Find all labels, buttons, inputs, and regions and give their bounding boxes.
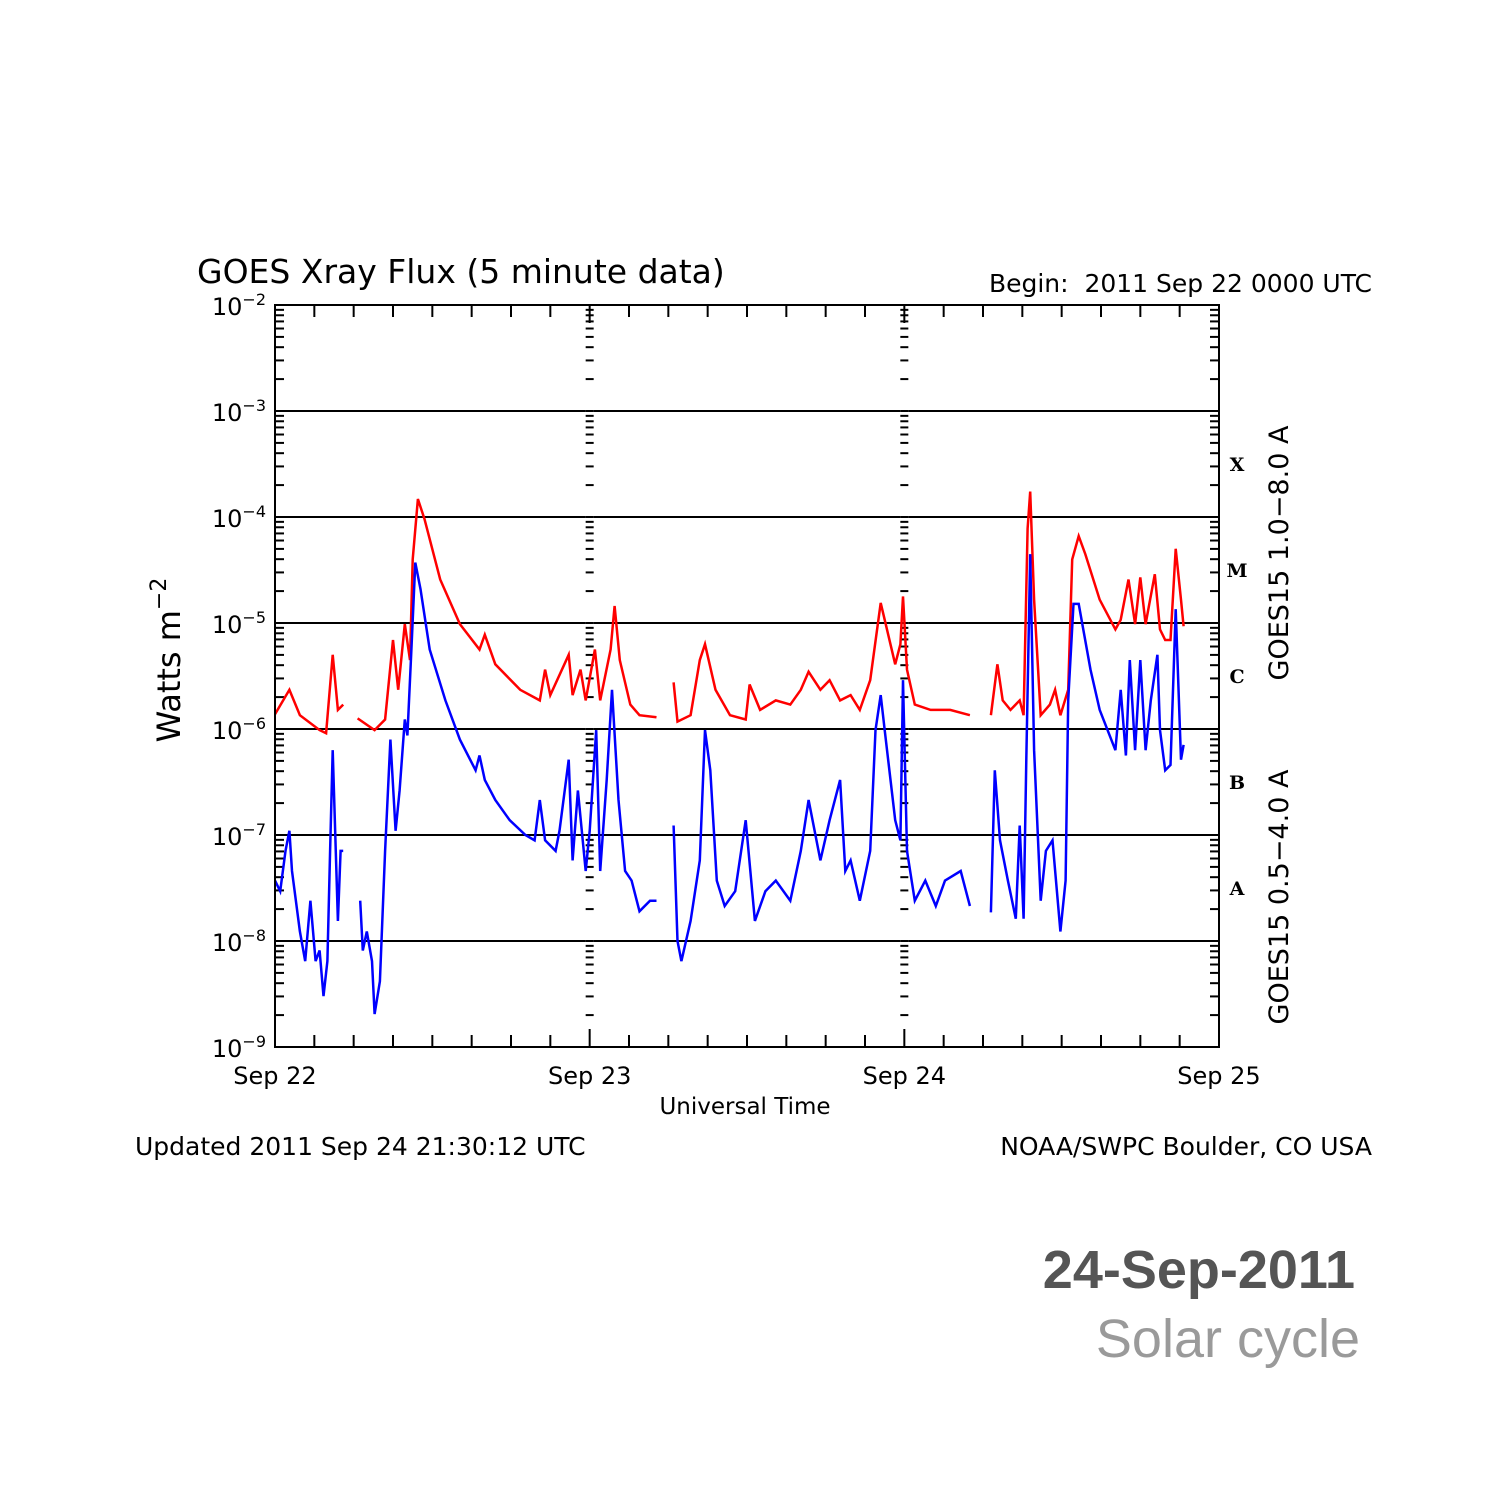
flare-class-A: A [1229, 878, 1245, 900]
series-line-long [356, 498, 657, 732]
begin-label: Begin: 2011 Sep 22 0000 UTC [989, 269, 1372, 298]
plot-frame [274, 304, 1220, 1048]
flare-class-C: C [1229, 666, 1244, 688]
flare-class-labels: X M C B A [1226, 454, 1247, 900]
y-tick-label: 10−2 [212, 290, 266, 321]
series-line-short [273, 750, 344, 997]
y-axis-label: Watts m−2 [147, 578, 188, 743]
y-tick-label: 10−9 [212, 1032, 266, 1063]
flare-class-M: M [1226, 560, 1247, 582]
series-line-long [672, 596, 971, 724]
x-tick-label: Sep 24 [863, 1062, 946, 1090]
y-tick-label: 10−8 [212, 926, 266, 957]
y-tick-labels: 10−2 10−3 10−4 10−5 10−6 10−7 10−8 10−9 [212, 290, 266, 1063]
y-tick-label: 10−5 [212, 608, 266, 639]
caption-date: 24-Sep-2011 [1043, 1240, 1355, 1300]
legend-short-channel: GOES15 0.5−4.0 A [1264, 769, 1295, 1024]
series-line-long [989, 491, 1185, 719]
series-line-long [273, 654, 345, 736]
y-tick-label: 10−4 [212, 502, 266, 533]
flare-class-X: X [1230, 454, 1245, 476]
legend-long-channel: GOES15 1.0−8.0 A [1264, 425, 1295, 680]
y-tick-label: 10−7 [212, 820, 266, 851]
x-tick-labels: Sep 22 Sep 23 Sep 24 Sep 25 [233, 1062, 1260, 1090]
caption-subtitle: Solar cycle [1096, 1309, 1360, 1369]
x-tick-label: Sep 23 [548, 1062, 631, 1090]
flare-class-B: B [1229, 772, 1245, 794]
x-tick-label: Sep 22 [233, 1062, 316, 1090]
x-axis-label: Universal Time [659, 1094, 830, 1120]
series-line-short [989, 554, 1185, 932]
source-credit: NOAA/SWPC Boulder, CO USA [1000, 1132, 1372, 1161]
updated-timestamp: Updated 2011 Sep 24 21:30:12 UTC [135, 1132, 586, 1161]
series-line-short [672, 680, 972, 962]
y-tick-label: 10−3 [212, 396, 266, 427]
series-group [273, 491, 1185, 1015]
chart-title: GOES Xray Flux (5 minute data) [197, 252, 725, 291]
x-tick-label: Sep 25 [1177, 1062, 1260, 1090]
series-line-short [358, 562, 657, 1015]
y-tick-label: 10−6 [212, 714, 266, 745]
